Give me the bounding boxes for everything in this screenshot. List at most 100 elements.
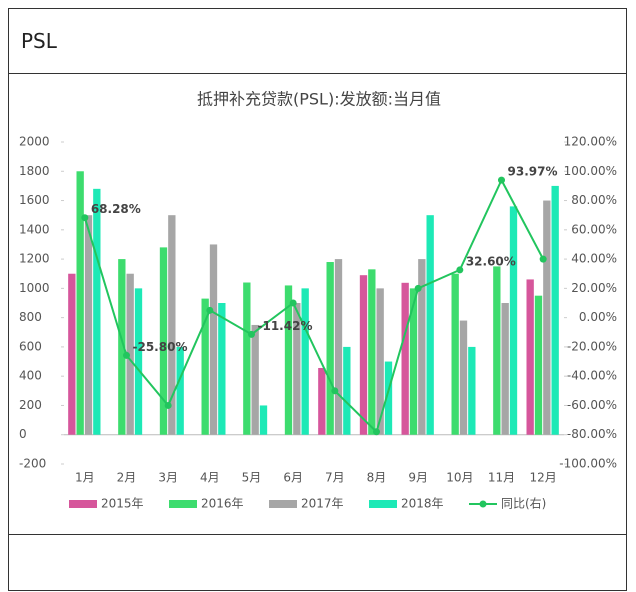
bar <box>318 367 326 435</box>
chart: 抵押补充贷款(PSL):发放额:当月值 -200 0 200 400 600 800 100… <box>19 90 617 511</box>
chart-title: 抵押补充贷款(PSL):发放额:当月值 <box>197 90 441 109</box>
x-tick-label: 3月 <box>158 471 178 485</box>
x-tick-label: 7月 <box>325 471 345 485</box>
y-tick-label: 200 <box>19 398 42 412</box>
bar <box>501 303 509 435</box>
table: PSL 抵押补充贷款(PSL):发放额:当月值 -200 0 200 400 600 80… <box>8 8 627 591</box>
y-tick-label: 1000 <box>19 281 50 295</box>
data-label: 68.28% <box>91 202 141 216</box>
bar <box>134 288 143 435</box>
y-tick-label: 2000 <box>19 135 50 149</box>
legend-label: 2018年 <box>401 497 444 511</box>
line <box>83 177 545 434</box>
bar <box>334 259 343 435</box>
y2-tick-label: 80.00% <box>571 193 617 207</box>
legend-label: 2017年 <box>301 497 344 511</box>
bar <box>176 346 184 435</box>
y2-tick-label: -100.00% <box>559 457 617 471</box>
x-tick-label: 12月 <box>530 471 557 485</box>
point <box>373 428 380 436</box>
bar <box>76 171 84 435</box>
y-tick-label: 600 <box>19 339 42 353</box>
bar <box>301 288 309 435</box>
y2-tick-label: -40.00% <box>567 369 617 383</box>
bar <box>293 303 301 435</box>
y2-tick-label: 100.00% <box>564 164 617 178</box>
y-tick-label: 400 <box>19 369 42 383</box>
x-tick-label: 9月 <box>408 471 428 485</box>
data-label: 32.60% <box>466 254 516 268</box>
bar <box>93 188 101 435</box>
bar <box>426 215 434 435</box>
point <box>206 306 214 314</box>
y-tick-label: 1400 <box>19 222 50 236</box>
legend-swatch <box>369 500 397 508</box>
x-tick-label: 10月 <box>446 471 473 485</box>
bar <box>168 215 176 435</box>
legend-swatch <box>479 500 487 508</box>
x-tick-label: 4月 <box>200 471 220 485</box>
bar <box>68 273 76 435</box>
y-tick-label: 0 <box>19 427 27 441</box>
point <box>123 351 130 359</box>
y2-tick-label: 20.00% <box>571 281 617 295</box>
bar <box>84 215 93 435</box>
x-tick-label: 11月 <box>488 471 515 485</box>
point <box>539 255 547 263</box>
point <box>289 299 297 307</box>
bar <box>343 346 351 435</box>
bar <box>251 324 259 435</box>
point <box>456 266 464 274</box>
y-tick-label: -200 <box>19 457 46 471</box>
point <box>414 284 422 292</box>
y-tick-label: 800 <box>19 310 42 324</box>
y2-tick-label: -60.00% <box>567 398 617 412</box>
y2-tick-label: 40.00% <box>571 252 617 266</box>
bar <box>218 303 226 435</box>
legend-swatch <box>269 500 297 508</box>
x-tick-label: 5月 <box>242 471 262 485</box>
bar <box>534 295 543 435</box>
legend-swatch <box>69 500 97 508</box>
bar <box>468 346 476 435</box>
x-tick-label: 1月 <box>75 471 95 485</box>
data-label: -25.80% <box>133 340 188 354</box>
legend-label: 2016年 <box>201 497 244 511</box>
y2-tick-label: 120.00% <box>564 135 617 149</box>
y2-tick-label: -20.00% <box>567 339 617 353</box>
point <box>331 387 339 395</box>
bar <box>284 285 293 435</box>
bar <box>259 405 268 435</box>
bar <box>201 298 209 435</box>
legend-swatch <box>169 500 197 508</box>
bar <box>526 279 534 435</box>
bar <box>384 361 393 435</box>
bar <box>159 247 168 435</box>
data-label: -11.42% <box>258 319 313 333</box>
y-tick-label: 1600 <box>19 193 50 207</box>
bar <box>418 259 426 435</box>
bar <box>209 244 218 435</box>
y2-tick-label: 60.00% <box>571 222 617 236</box>
bar <box>326 262 334 435</box>
bar <box>459 320 468 435</box>
x-tick-label: 6月 <box>283 471 303 485</box>
y2-tick-label: -80.00% <box>567 427 617 441</box>
bar <box>509 206 518 435</box>
bar <box>551 185 559 435</box>
bar <box>126 273 134 435</box>
bar <box>543 200 551 435</box>
bar <box>368 269 376 435</box>
point <box>164 401 172 409</box>
point <box>498 176 505 184</box>
bar <box>451 273 459 435</box>
bar <box>376 288 384 435</box>
bar <box>401 282 409 435</box>
y2-tick-label: 0.00% <box>579 310 617 324</box>
y-tick-label: 1200 <box>19 252 50 266</box>
bar <box>359 275 368 435</box>
point <box>81 214 89 222</box>
legend-label: 2015年 <box>101 497 144 511</box>
bar <box>243 282 251 435</box>
